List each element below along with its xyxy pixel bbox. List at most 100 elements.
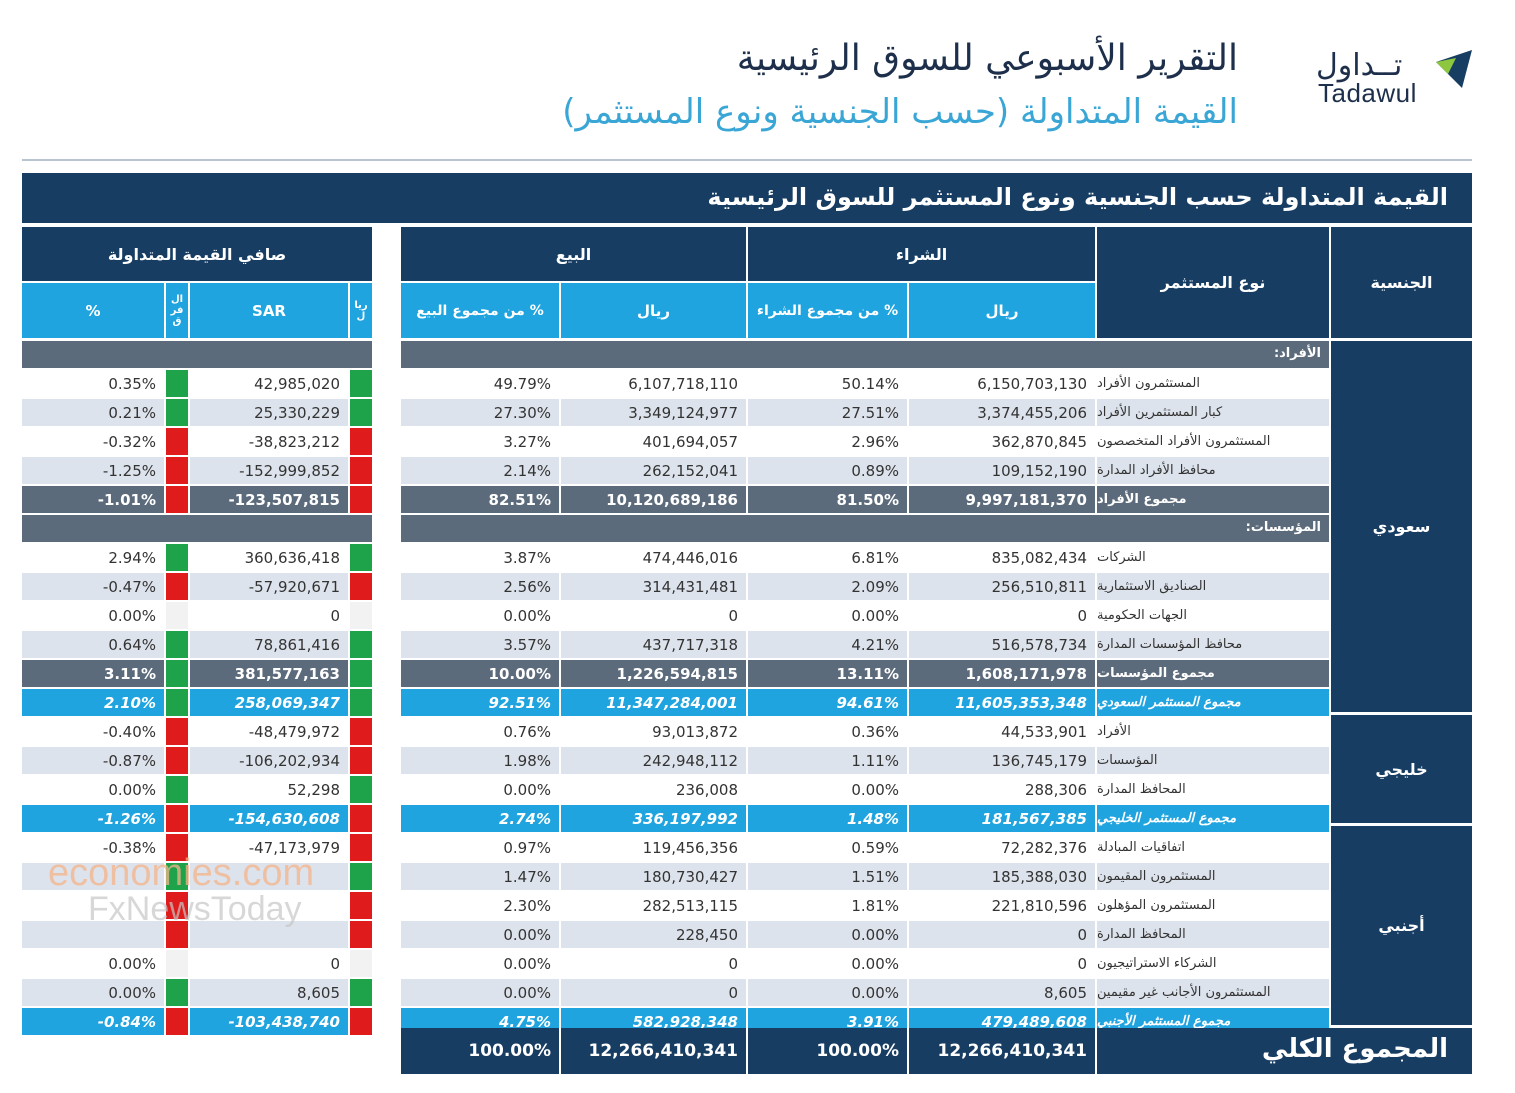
sell-value: 437,717,318 <box>561 631 746 658</box>
net-direction-flag <box>166 718 188 745</box>
net-direction-flag <box>166 660 188 687</box>
investor-type-cell: المحافظ المدارة <box>1097 776 1329 803</box>
logo-arrow-icon <box>1436 50 1472 88</box>
net-pct: 0.21% <box>22 399 164 426</box>
buy-value: 256,510,811 <box>909 573 1095 600</box>
col-net-pct: % <box>22 283 164 338</box>
investor-type-cell: الشركاء الاستراتيجيون <box>1097 950 1329 977</box>
net-value: 78,861,416 <box>190 631 348 658</box>
buy-pct: 0.59% <box>748 834 907 861</box>
buy-pct: 0.00% <box>748 921 907 948</box>
net-direction-flag <box>166 863 188 890</box>
col-net-small-b: ال فر ق <box>166 283 188 338</box>
sell-value: 11,347,284,001 <box>561 689 746 716</box>
net-value: -152,999,852 <box>190 457 348 484</box>
net-direction-flag <box>166 370 188 397</box>
net-value: -38,823,212 <box>190 428 348 455</box>
net-value <box>190 892 348 919</box>
net-direction-flag <box>350 776 372 803</box>
net-value: 8,605 <box>190 979 348 1006</box>
buy-value: 72,282,376 <box>909 834 1095 861</box>
section-label: المؤسسات: <box>1245 520 1321 535</box>
buy-pct: 1.48% <box>748 805 907 832</box>
buy-pct: 81.50% <box>748 486 907 513</box>
sell-pct: 10.00% <box>401 660 559 687</box>
net-pct: -1.01% <box>22 486 164 513</box>
net-direction-flag <box>166 399 188 426</box>
net-direction-flag <box>350 892 372 919</box>
buy-pct: 94.61% <box>748 689 907 716</box>
sell-value: 228,450 <box>561 921 746 948</box>
net-value: -48,479,972 <box>190 718 348 745</box>
net-pct: 0.00% <box>22 979 164 1006</box>
investor-type-cell: الشركات <box>1097 544 1329 571</box>
col-buy-riyal: ريال <box>909 283 1095 338</box>
col-sell-riyal: ريال <box>561 283 746 338</box>
buy-pct: 1.81% <box>748 892 907 919</box>
net-direction-flag <box>166 486 188 513</box>
col-sell-header: البيع <box>401 227 746 281</box>
sell-value: 119,456,356 <box>561 834 746 861</box>
net-direction-flag <box>350 428 372 455</box>
net-value: 0 <box>190 950 348 977</box>
sell-pct: 3.87% <box>401 544 559 571</box>
investor-type-cell: المستثمرون المقيمون <box>1097 863 1329 890</box>
net-value: 0 <box>190 602 348 629</box>
net-value <box>190 921 348 948</box>
net-pct: -1.26% <box>22 805 164 832</box>
sell-value: 474,446,016 <box>561 544 746 571</box>
net-direction-flag <box>350 747 372 774</box>
sell-value: 3,349,124,977 <box>561 399 746 426</box>
buy-value: 3,374,455,206 <box>909 399 1095 426</box>
buy-value: 221,810,596 <box>909 892 1095 919</box>
sell-pct: 2.14% <box>401 457 559 484</box>
sell-value: 262,152,041 <box>561 457 746 484</box>
sell-value: 236,008 <box>561 776 746 803</box>
investor-type-cell: المستثمرون الأفراد <box>1097 370 1329 397</box>
sell-value: 180,730,427 <box>561 863 746 890</box>
net-pct: 0.00% <box>22 602 164 629</box>
col-sell-pct: % من مجموع البيع <box>401 283 559 338</box>
sell-pct: 27.30% <box>401 399 559 426</box>
sell-pct: 0.00% <box>401 979 559 1006</box>
investor-type-cell: محافظ المؤسسات المدارة <box>1097 631 1329 658</box>
sell-value: 314,431,481 <box>561 573 746 600</box>
sell-pct: 3.57% <box>401 631 559 658</box>
col-net-small-a: ريا ل <box>350 283 372 338</box>
watermark-economies: economies.com <box>48 852 315 894</box>
sell-value: 6,107,718,110 <box>561 370 746 397</box>
buy-value: 109,152,190 <box>909 457 1095 484</box>
net-direction-flag <box>350 370 372 397</box>
sell-pct: 2.74% <box>401 805 559 832</box>
net-pct: -0.84% <box>22 1008 164 1035</box>
buy-value: 835,082,434 <box>909 544 1095 571</box>
net-value: 42,985,020 <box>190 370 348 397</box>
investor-type-cell: المستثمرون الأجانب غير مقيمين <box>1097 979 1329 1006</box>
net-direction-flag <box>166 892 188 919</box>
buy-pct: 4.21% <box>748 631 907 658</box>
net-direction-flag <box>350 631 372 658</box>
buy-pct: 50.14% <box>748 370 907 397</box>
section-row: الأفراد: <box>401 341 1329 368</box>
sell-pct: 0.00% <box>401 776 559 803</box>
net-value: 52,298 <box>190 776 348 803</box>
net-direction-flag <box>350 457 372 484</box>
net-pct: 2.10% <box>22 689 164 716</box>
net-direction-flag <box>166 573 188 600</box>
net-direction-flag <box>350 834 372 861</box>
investor-type-cell: المؤسسات <box>1097 747 1329 774</box>
buy-value: 516,578,734 <box>909 631 1095 658</box>
sell-value: 336,197,992 <box>561 805 746 832</box>
grand-total-sell-pct: 100.00% <box>401 1028 559 1074</box>
buy-value: 288,306 <box>909 776 1095 803</box>
net-direction-flag <box>350 399 372 426</box>
col-net-header: صافي القيمة المتداولة <box>22 227 372 281</box>
col-nationality-header: الجنسية <box>1331 227 1472 338</box>
net-pct: 2.94% <box>22 544 164 571</box>
net-direction-flag <box>166 1008 188 1035</box>
buy-value: 136,745,179 <box>909 747 1095 774</box>
net-direction-flag <box>166 979 188 1006</box>
net-direction-flag <box>350 544 372 571</box>
investor-type-cell: الأفراد <box>1097 718 1329 745</box>
sell-pct: 82.51% <box>401 486 559 513</box>
